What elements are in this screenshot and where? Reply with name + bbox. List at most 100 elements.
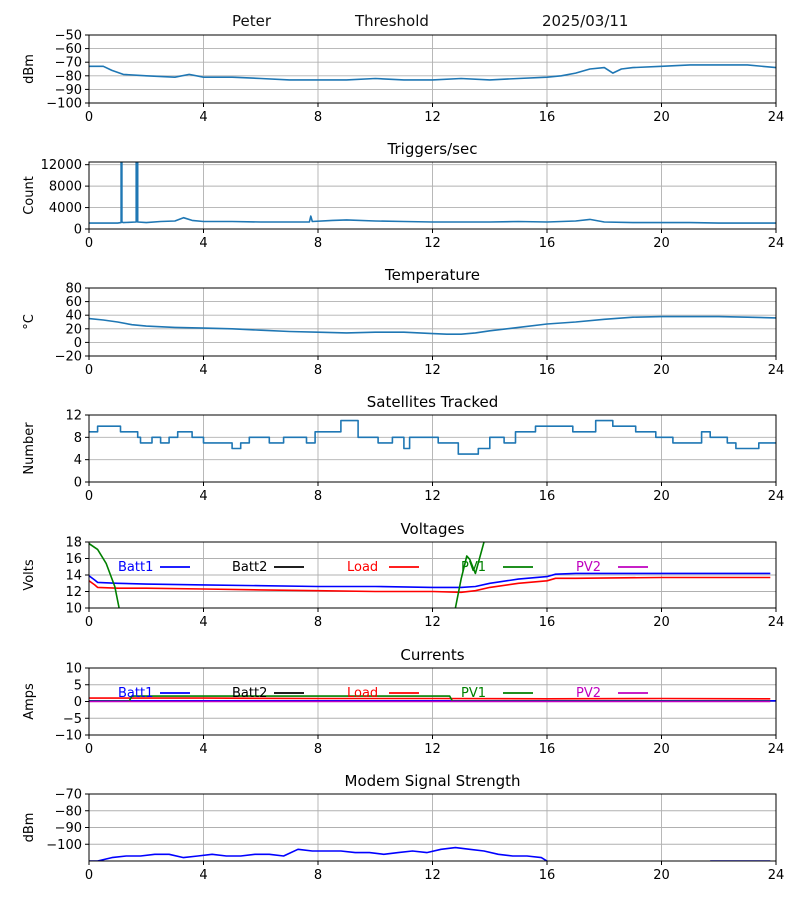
y-tick-label: −100 xyxy=(46,838,82,853)
x-tick-label: 24 xyxy=(768,110,785,125)
x-tick-label: 20 xyxy=(653,489,670,504)
chart-title: Modem Signal Strength xyxy=(345,772,521,790)
y-tick-label: −50 xyxy=(55,29,82,44)
y-tick-label: 0 xyxy=(74,223,82,238)
legend-label-pv1: PV1 xyxy=(461,686,486,701)
y-tick-label: 4000 xyxy=(49,201,82,216)
y-axis-label: Count xyxy=(22,176,37,215)
y-tick-label: −70 xyxy=(55,56,82,71)
x-tick-label: 24 xyxy=(768,868,785,883)
series-line-pv1 xyxy=(454,542,485,608)
x-tick-label: 8 xyxy=(314,236,322,251)
legend-label-batt2: Batt2 xyxy=(232,560,267,575)
x-tick-label: 24 xyxy=(768,363,785,378)
y-axis-label: Amps xyxy=(22,683,37,720)
legend-label-pv1: PV1 xyxy=(461,560,486,575)
x-tick-label: 20 xyxy=(653,363,670,378)
legend-label-batt1: Batt1 xyxy=(118,560,153,575)
y-tick-label: −80 xyxy=(55,804,82,819)
series-line xyxy=(89,419,776,455)
y-tick-label: −60 xyxy=(55,42,82,57)
series-line-pv1 xyxy=(89,542,120,608)
x-tick-label: 8 xyxy=(314,615,322,630)
x-tick-label: 16 xyxy=(539,110,556,125)
legend-label-load: Load xyxy=(347,560,378,575)
x-tick-label: 0 xyxy=(85,236,93,251)
chart-title: Triggers/sec xyxy=(387,140,478,158)
series-line-load xyxy=(89,697,771,700)
x-tick-label: 8 xyxy=(314,489,322,504)
x-tick-label: 24 xyxy=(768,489,785,504)
x-tick-label: 12 xyxy=(424,489,441,504)
x-tick-label: 8 xyxy=(314,742,322,757)
x-tick-label: 20 xyxy=(653,868,670,883)
triggers-chart: 0 4 8 12 16 20 24 0 4000 8000 12000 Triggers/sec Cou… xyxy=(22,140,784,251)
chart-title: Voltages xyxy=(400,520,464,538)
x-tick-label: 16 xyxy=(539,868,556,883)
y-tick-label: −90 xyxy=(55,83,82,98)
x-tick-label: 8 xyxy=(314,363,322,378)
x-tick-label: 20 xyxy=(653,236,670,251)
y-tick-label: 12 xyxy=(65,585,82,600)
y-tick-label: 0 xyxy=(74,476,82,491)
x-tick-label: 4 xyxy=(199,868,207,883)
signal-chart: 0 4 8 12 16 20 24 −100−90−80−70−60−50 dBm xyxy=(22,29,784,126)
y-tick-label: 10 xyxy=(65,602,82,617)
y-axis-label: dBm xyxy=(22,54,37,84)
x-tick-label: 20 xyxy=(653,615,670,630)
y-tick-label: −70 xyxy=(55,788,82,803)
chart-title: Temperature xyxy=(384,266,480,284)
legend-label-pv2: PV2 xyxy=(576,560,601,575)
y-tick-label: −90 xyxy=(55,821,82,836)
y-tick-label: 8000 xyxy=(49,180,82,195)
x-tick-label: 4 xyxy=(199,363,207,378)
date-label: 2025/03/11 xyxy=(542,12,629,30)
y-tick-label: −20 xyxy=(55,350,82,365)
x-tick-label: 16 xyxy=(539,742,556,757)
x-tick-label: 16 xyxy=(539,615,556,630)
chart-title: Currents xyxy=(400,646,464,664)
series-line-load xyxy=(89,576,771,594)
x-tick-label: 16 xyxy=(539,363,556,378)
x-tick-label: 0 xyxy=(85,489,93,504)
y-tick-label: −10 xyxy=(55,729,82,744)
modem-chart: 0 4 8 12 16 20 24 −100 −90 −80−70 Modem Signal Str… xyxy=(22,772,784,883)
y-axis-label: Volts xyxy=(22,559,37,591)
y-tick-label: 12000 xyxy=(41,158,82,173)
x-tick-label: 0 xyxy=(85,110,93,125)
x-tick-label: 0 xyxy=(85,742,93,757)
x-tick-label: 0 xyxy=(85,868,93,883)
series-line xyxy=(89,64,776,81)
x-tick-label: 20 xyxy=(653,110,670,125)
x-tick-label: 16 xyxy=(539,489,556,504)
y-tick-label: 18 xyxy=(65,536,82,551)
x-tick-label: 20 xyxy=(653,742,670,757)
y-tick-label: 8 xyxy=(74,431,82,446)
y-tick-label: 14 xyxy=(65,569,82,584)
x-tick-label: 4 xyxy=(199,489,207,504)
x-tick-label: 0 xyxy=(85,615,93,630)
station-name: Peter xyxy=(232,12,272,30)
x-tick-label: 12 xyxy=(424,110,441,125)
x-tick-label: 8 xyxy=(314,110,322,125)
x-tick-label: 16 xyxy=(539,236,556,251)
y-tick-label: 80 xyxy=(65,282,82,297)
x-tick-label: 24 xyxy=(768,236,785,251)
y-tick-label: 12 xyxy=(65,409,82,424)
y-tick-label: 5 xyxy=(74,678,82,693)
x-tick-label: 4 xyxy=(199,110,207,125)
y-tick-label: 40 xyxy=(65,309,82,324)
x-tick-label: 0 xyxy=(85,363,93,378)
series-line xyxy=(89,846,548,861)
series-line-batt1 xyxy=(89,572,771,589)
legend-label-batt2: Batt2 xyxy=(232,686,267,701)
legend-label-batt1: Batt1 xyxy=(118,686,153,701)
chart-title: Satellites Tracked xyxy=(367,393,498,411)
x-tick-label: 12 xyxy=(424,742,441,757)
x-tick-label: 12 xyxy=(424,615,441,630)
y-axis-label: Number xyxy=(22,422,37,475)
